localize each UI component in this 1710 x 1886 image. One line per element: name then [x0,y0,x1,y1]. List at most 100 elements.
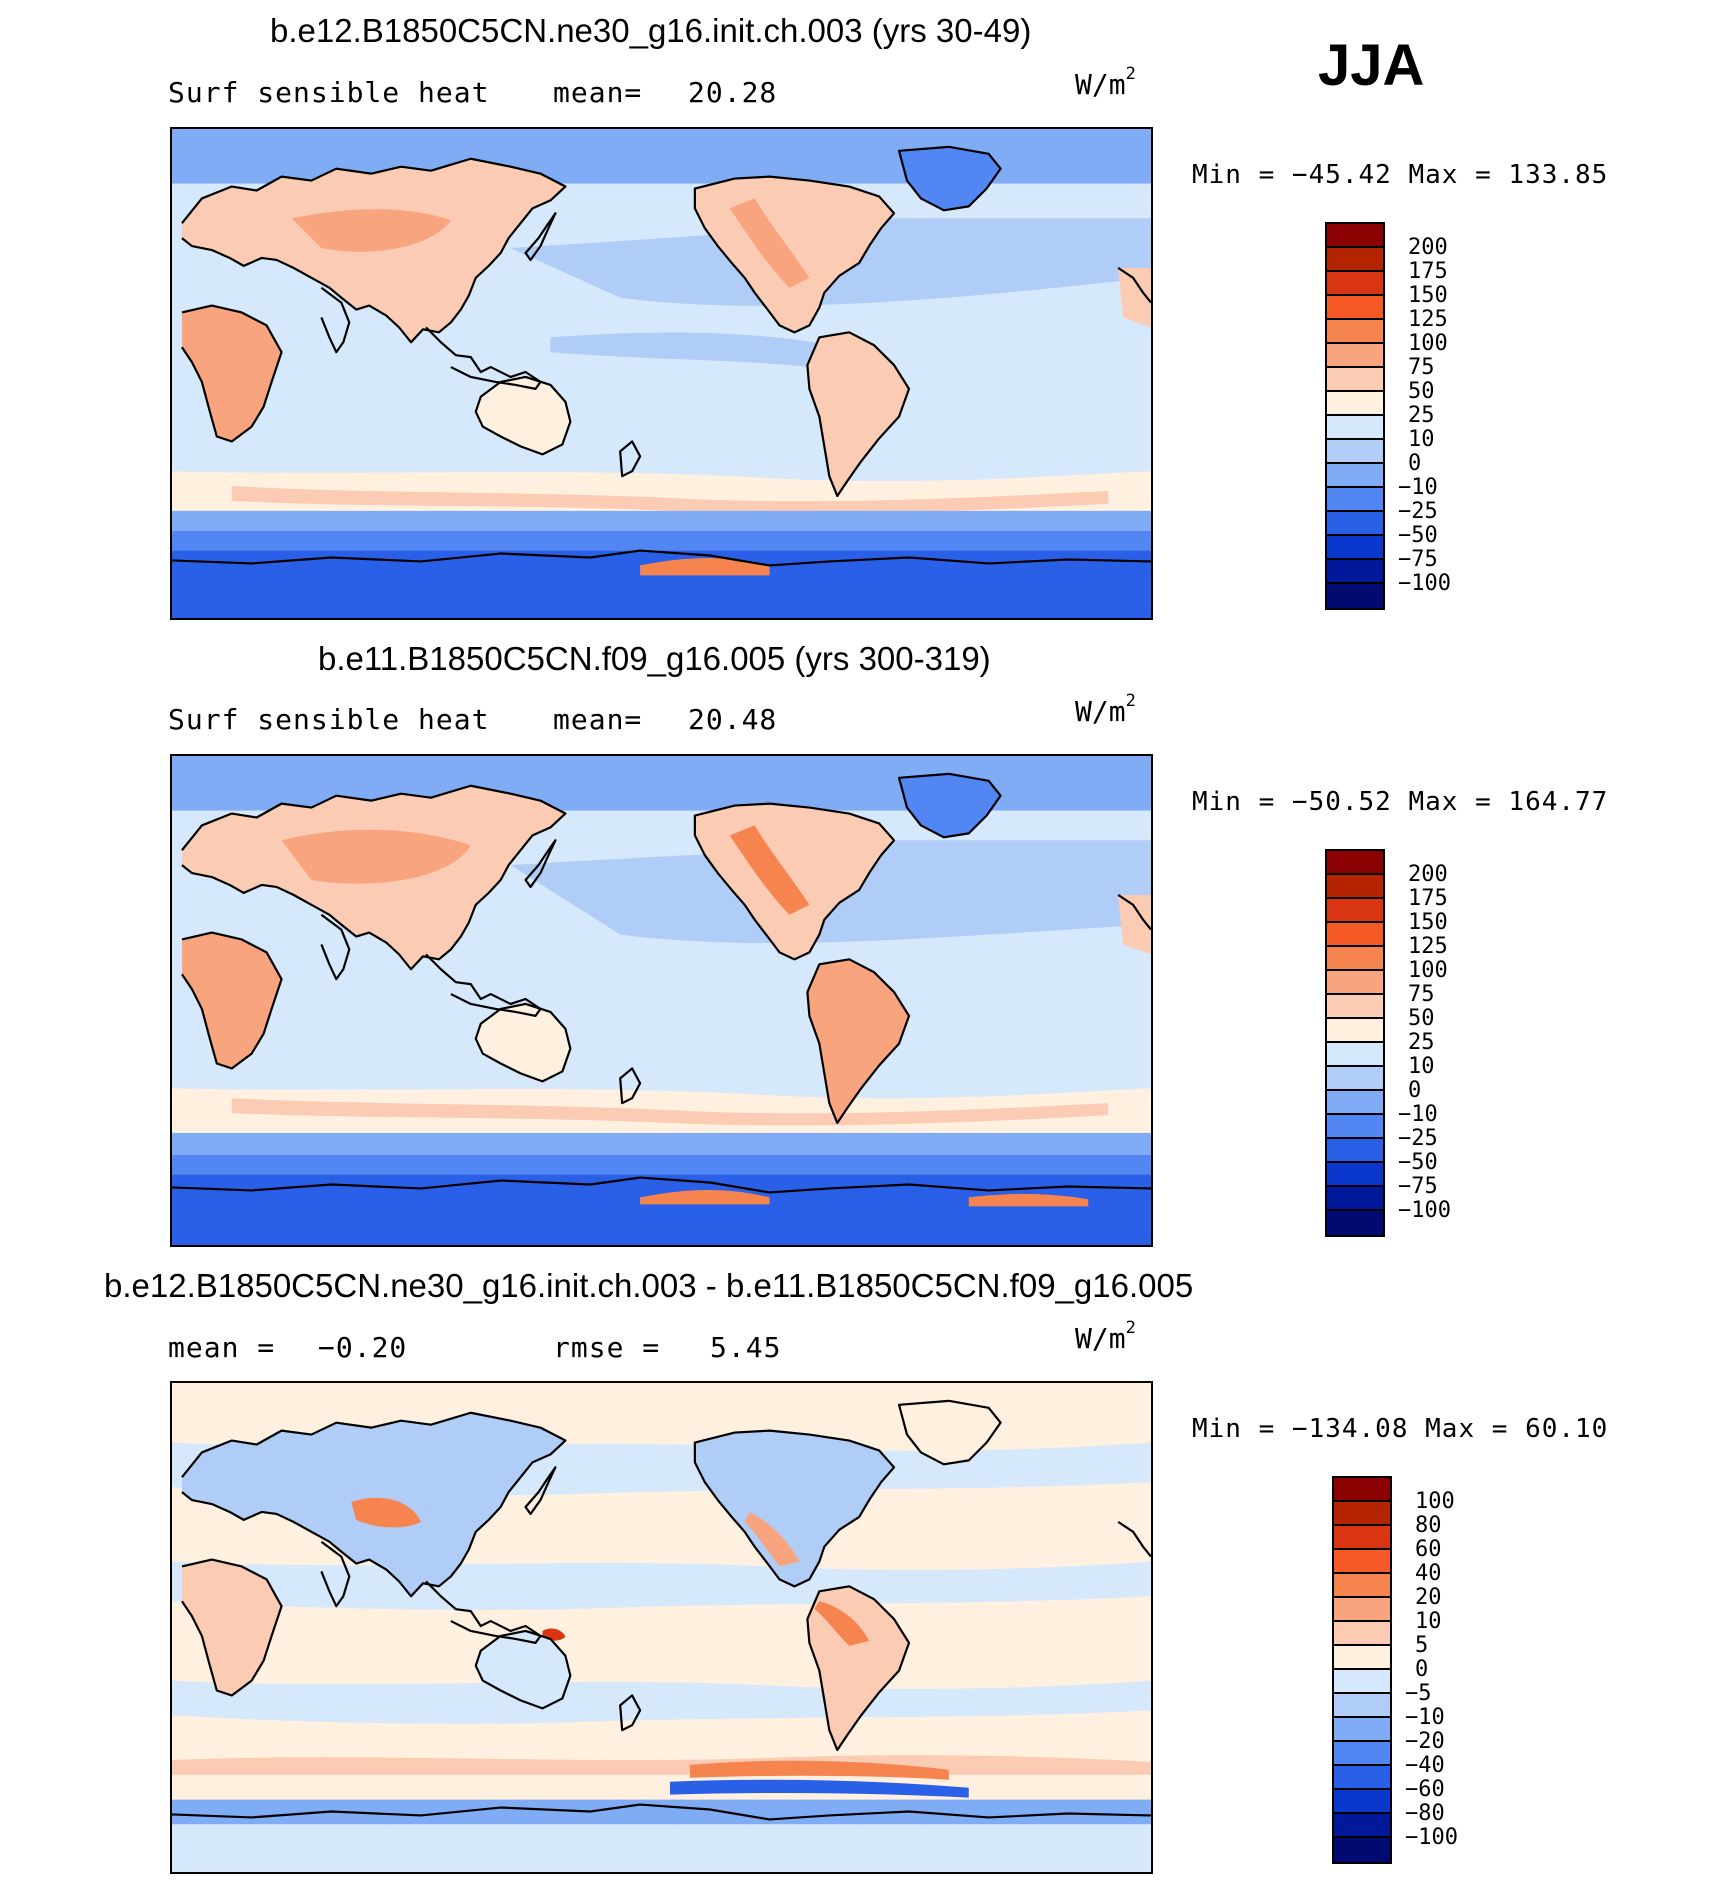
colorbar-tick-label: −40 [1405,1753,1445,1778]
colorbar-swatch [1334,1718,1390,1742]
colorbar-swatch [1327,368,1383,392]
colorbar-tick-label: 50 [1408,379,1435,404]
colorbar-tick-label: 80 [1415,1513,1442,1538]
panel3-rmse-value: 5.45 [710,1331,782,1364]
panel3-title: b.e12.B1850C5CN.ne30_g16.init.ch.003 - b… [104,1267,1194,1304]
colorbar-swatch [1334,1622,1390,1646]
colorbar-swatch [1327,1091,1383,1115]
colorbar-swatch [1334,1598,1390,1622]
panel1-colorbar [1325,222,1385,610]
panel1-mean-label: mean= [553,76,643,109]
colorbar-swatch [1327,1067,1383,1091]
colorbar-tick-label: −10 [1398,475,1438,500]
colorbar-swatch [1327,296,1383,320]
colorbar-tick-label: 60 [1415,1537,1442,1562]
colorbar-tick-label: −75 [1398,547,1438,572]
colorbar-tick-label: 20 [1415,1585,1442,1610]
colorbar-swatch [1327,536,1383,560]
colorbar-tick-label: −5 [1405,1681,1432,1706]
colorbar-swatch [1327,512,1383,536]
colorbar-swatch [1327,1019,1383,1043]
colorbar-swatch [1334,1646,1390,1670]
colorbar-swatch [1327,416,1383,440]
colorbar-tick-label: 200 [1408,235,1448,260]
colorbar-tick-label: 200 [1408,862,1448,887]
colorbar-swatch [1327,1043,1383,1067]
colorbar-swatch [1334,1574,1390,1598]
panel1-units: W/m2 [1075,64,1136,101]
colorbar-tick-label: 10 [1415,1609,1442,1634]
colorbar-tick-label: −25 [1398,499,1438,524]
panel1-minmax: Min = −45.42 Max = 133.85 [1192,160,1609,190]
panel2-mean-label: mean= [553,703,643,736]
colorbar-swatch [1327,392,1383,416]
colorbar-swatch [1327,947,1383,971]
colorbar-swatch [1327,560,1383,584]
panel2-colorbar [1325,849,1385,1237]
panel2-mean-value: 20.48 [688,703,778,736]
colorbar-swatch [1334,1790,1390,1814]
panel3-mean-label: mean = [168,1331,276,1364]
season-label: JJA [1318,33,1425,98]
panel3-rmse-label: rmse = [553,1331,661,1364]
colorbar-swatch [1334,1814,1390,1838]
colorbar-swatch [1334,1478,1390,1502]
colorbar-tick-label: 125 [1408,934,1448,959]
colorbar-tick-label: 150 [1408,283,1448,308]
colorbar-tick-label: 75 [1408,982,1435,1007]
colorbar-swatch [1327,1187,1383,1211]
colorbar-tick-label: 150 [1408,910,1448,935]
panel3-minmax: Min = −134.08 Max = 60.10 [1192,1414,1609,1444]
colorbar-tick-label: 40 [1415,1561,1442,1586]
colorbar-swatch [1327,923,1383,947]
colorbar-swatch [1334,1766,1390,1790]
panel3-colorbar [1332,1476,1392,1864]
colorbar-swatch [1327,875,1383,899]
colorbar-swatch [1334,1550,1390,1574]
colorbar-swatch [1327,995,1383,1019]
colorbar-swatch [1327,440,1383,464]
colorbar-tick-label: 175 [1408,886,1448,911]
panel1-mean-value: 20.28 [688,76,778,109]
panel3-units: W/m2 [1075,1318,1136,1355]
colorbar-tick-label: 0 [1408,1078,1422,1103]
colorbar-tick-label: 25 [1408,403,1435,428]
colorbar-tick-label: −20 [1405,1729,1445,1754]
colorbar-swatch [1327,248,1383,272]
panel2-variable-label: Surf sensible heat [168,703,490,736]
colorbar-swatch [1334,1838,1390,1862]
panel3-map [170,1381,1153,1874]
colorbar-swatch [1327,488,1383,512]
colorbar-swatch [1327,272,1383,296]
colorbar-swatch [1327,971,1383,995]
colorbar-tick-label: −75 [1398,1174,1438,1199]
colorbar-tick-label: 175 [1408,259,1448,284]
colorbar-tick-label: 0 [1415,1657,1429,1682]
colorbar-tick-label: −10 [1398,1102,1438,1127]
panel1-map [170,127,1153,620]
colorbar-swatch [1334,1670,1390,1694]
colorbar-swatch [1327,1115,1383,1139]
colorbar-tick-label: 50 [1408,1006,1435,1031]
colorbar-swatch [1327,899,1383,923]
panel1-map-field [172,129,1151,618]
colorbar-tick-label: 25 [1408,1030,1435,1055]
colorbar-swatch [1327,584,1383,608]
colorbar-swatch [1327,1211,1383,1235]
colorbar-tick-label: 10 [1408,1054,1435,1079]
colorbar-swatch [1327,851,1383,875]
panel3-mean-value: −0.20 [318,1331,408,1364]
panel2-minmax: Min = −50.52 Max = 164.77 [1192,787,1609,817]
colorbar-swatch [1334,1694,1390,1718]
colorbar-swatch [1327,1139,1383,1163]
panel2-units: W/m2 [1075,691,1136,728]
colorbar-tick-label: −10 [1405,1705,1445,1730]
panel2-map-field [172,756,1151,1245]
panel2-title: b.e11.B1850C5CN.f09_g16.005 (yrs 300-319… [318,640,991,677]
colorbar-tick-label: 75 [1408,355,1435,380]
colorbar-swatch [1327,1163,1383,1187]
colorbar-tick-label: −100 [1398,571,1451,596]
colorbar-tick-label: 0 [1408,451,1422,476]
colorbar-swatch [1334,1526,1390,1550]
colorbar-tick-label: 125 [1408,307,1448,332]
